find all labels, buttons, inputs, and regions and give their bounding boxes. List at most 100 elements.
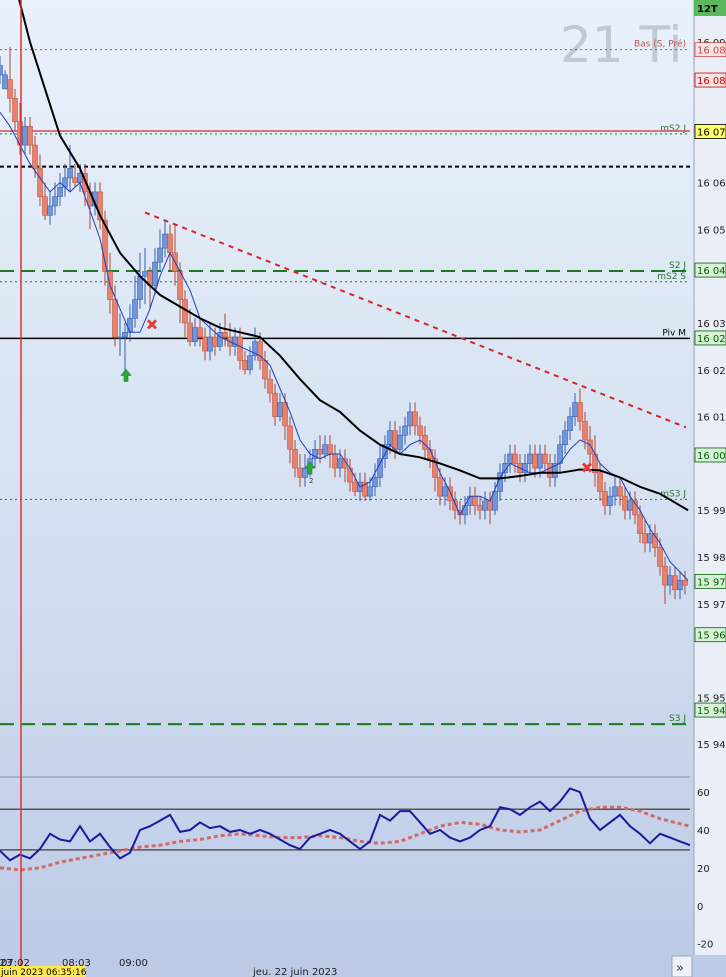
candle-body xyxy=(347,467,353,483)
candle xyxy=(237,327,243,370)
candle xyxy=(12,88,18,132)
candle-body xyxy=(332,453,338,469)
candle xyxy=(27,117,33,155)
candle-body xyxy=(297,467,303,478)
candle xyxy=(562,421,568,455)
candle-body xyxy=(352,481,358,492)
candle xyxy=(267,369,273,403)
x-tick-label: 07:02 xyxy=(1,958,30,969)
price-tag: 15 975 xyxy=(694,573,726,589)
price-tag-box xyxy=(694,72,726,88)
cross-stroke xyxy=(581,462,593,473)
candle-body xyxy=(392,430,398,450)
candle-body xyxy=(577,402,583,422)
cross-stroke xyxy=(146,319,158,330)
candle xyxy=(397,425,403,455)
candle xyxy=(682,571,688,595)
candle-body xyxy=(532,453,538,469)
candle-body xyxy=(582,420,588,441)
candle-body xyxy=(372,477,378,488)
candle-body xyxy=(272,392,278,417)
candle-body xyxy=(152,261,158,286)
trendline[interactable] xyxy=(144,211,687,429)
candle xyxy=(577,388,583,431)
oscillator-tick-label: 40 xyxy=(697,826,710,837)
candle-body xyxy=(502,463,508,474)
candle xyxy=(372,463,378,497)
candle-body xyxy=(27,126,33,146)
candle-body xyxy=(322,444,328,455)
price-tag-label: 15 975 xyxy=(697,577,726,588)
price-tag-box xyxy=(694,627,726,643)
candle xyxy=(617,477,623,506)
oscillator-main-line xyxy=(0,787,691,862)
candle-body xyxy=(667,575,673,586)
oscillator-tick-label: 60 xyxy=(697,788,710,799)
candle xyxy=(7,46,13,113)
candle xyxy=(47,191,53,225)
candle-body xyxy=(207,336,213,352)
candle-body xyxy=(57,186,63,197)
candle xyxy=(657,538,663,576)
candle xyxy=(287,416,293,464)
candle xyxy=(637,505,643,543)
candle xyxy=(292,439,298,478)
price-tag-label: 16 041 xyxy=(697,266,726,277)
candle-body xyxy=(197,327,203,338)
candle xyxy=(632,491,638,525)
price-tag-label: 15 947 xyxy=(697,706,726,717)
candle-body xyxy=(387,430,393,445)
candle-body xyxy=(477,505,483,511)
candle-body xyxy=(442,486,448,497)
candle-body xyxy=(522,463,528,474)
scroll-button[interactable]: » xyxy=(671,955,693,977)
y-tick-label: 16 060 xyxy=(697,179,726,190)
candle xyxy=(0,56,3,85)
candle-body xyxy=(2,74,8,90)
candle-body xyxy=(382,444,388,460)
candle xyxy=(607,486,613,515)
candle xyxy=(522,454,528,483)
candle xyxy=(222,313,228,347)
candle-body xyxy=(377,458,383,478)
oscillator-panel xyxy=(0,776,691,872)
cursor-time-label: juin 2023 06:35:16 xyxy=(0,966,87,977)
candle-body xyxy=(292,449,298,469)
price-tag: 15 947 xyxy=(694,702,726,718)
candle xyxy=(112,285,118,347)
candle-body xyxy=(122,332,128,338)
candle-body xyxy=(547,463,553,478)
candle-body xyxy=(637,514,643,534)
svg-text:»: » xyxy=(676,961,684,976)
fast-moving-average xyxy=(0,112,689,581)
y-tick-label: 16 050 xyxy=(697,225,726,236)
candle xyxy=(52,182,58,216)
x-tick-label: 08:03 xyxy=(62,958,91,969)
price-tag: 16 027 xyxy=(694,330,726,346)
candle xyxy=(257,332,263,370)
watermark: 21 Ti xyxy=(560,16,682,74)
trendline-layer xyxy=(144,211,687,429)
candle xyxy=(552,454,558,487)
candle-body xyxy=(162,233,168,249)
price-tag: 16 041 xyxy=(694,262,726,278)
candle-body xyxy=(617,486,623,497)
candle-body xyxy=(647,533,653,544)
candle xyxy=(412,402,418,436)
candle-body xyxy=(622,495,628,511)
candle-body xyxy=(142,271,148,277)
candle-body xyxy=(112,299,118,338)
candle xyxy=(582,411,588,450)
candle-body xyxy=(192,327,198,342)
candle-body xyxy=(402,425,408,436)
price-tag: 15 963 xyxy=(694,627,726,643)
candle-body xyxy=(157,247,163,263)
candle-body xyxy=(247,355,253,371)
moving-averages xyxy=(0,0,689,581)
candle xyxy=(382,435,388,469)
candle-body xyxy=(397,435,403,450)
candle-body xyxy=(47,205,53,216)
price-tag-box xyxy=(694,330,726,346)
price-axis: 16 09016 06016 05016 03016 02016 01015 9… xyxy=(693,0,726,955)
